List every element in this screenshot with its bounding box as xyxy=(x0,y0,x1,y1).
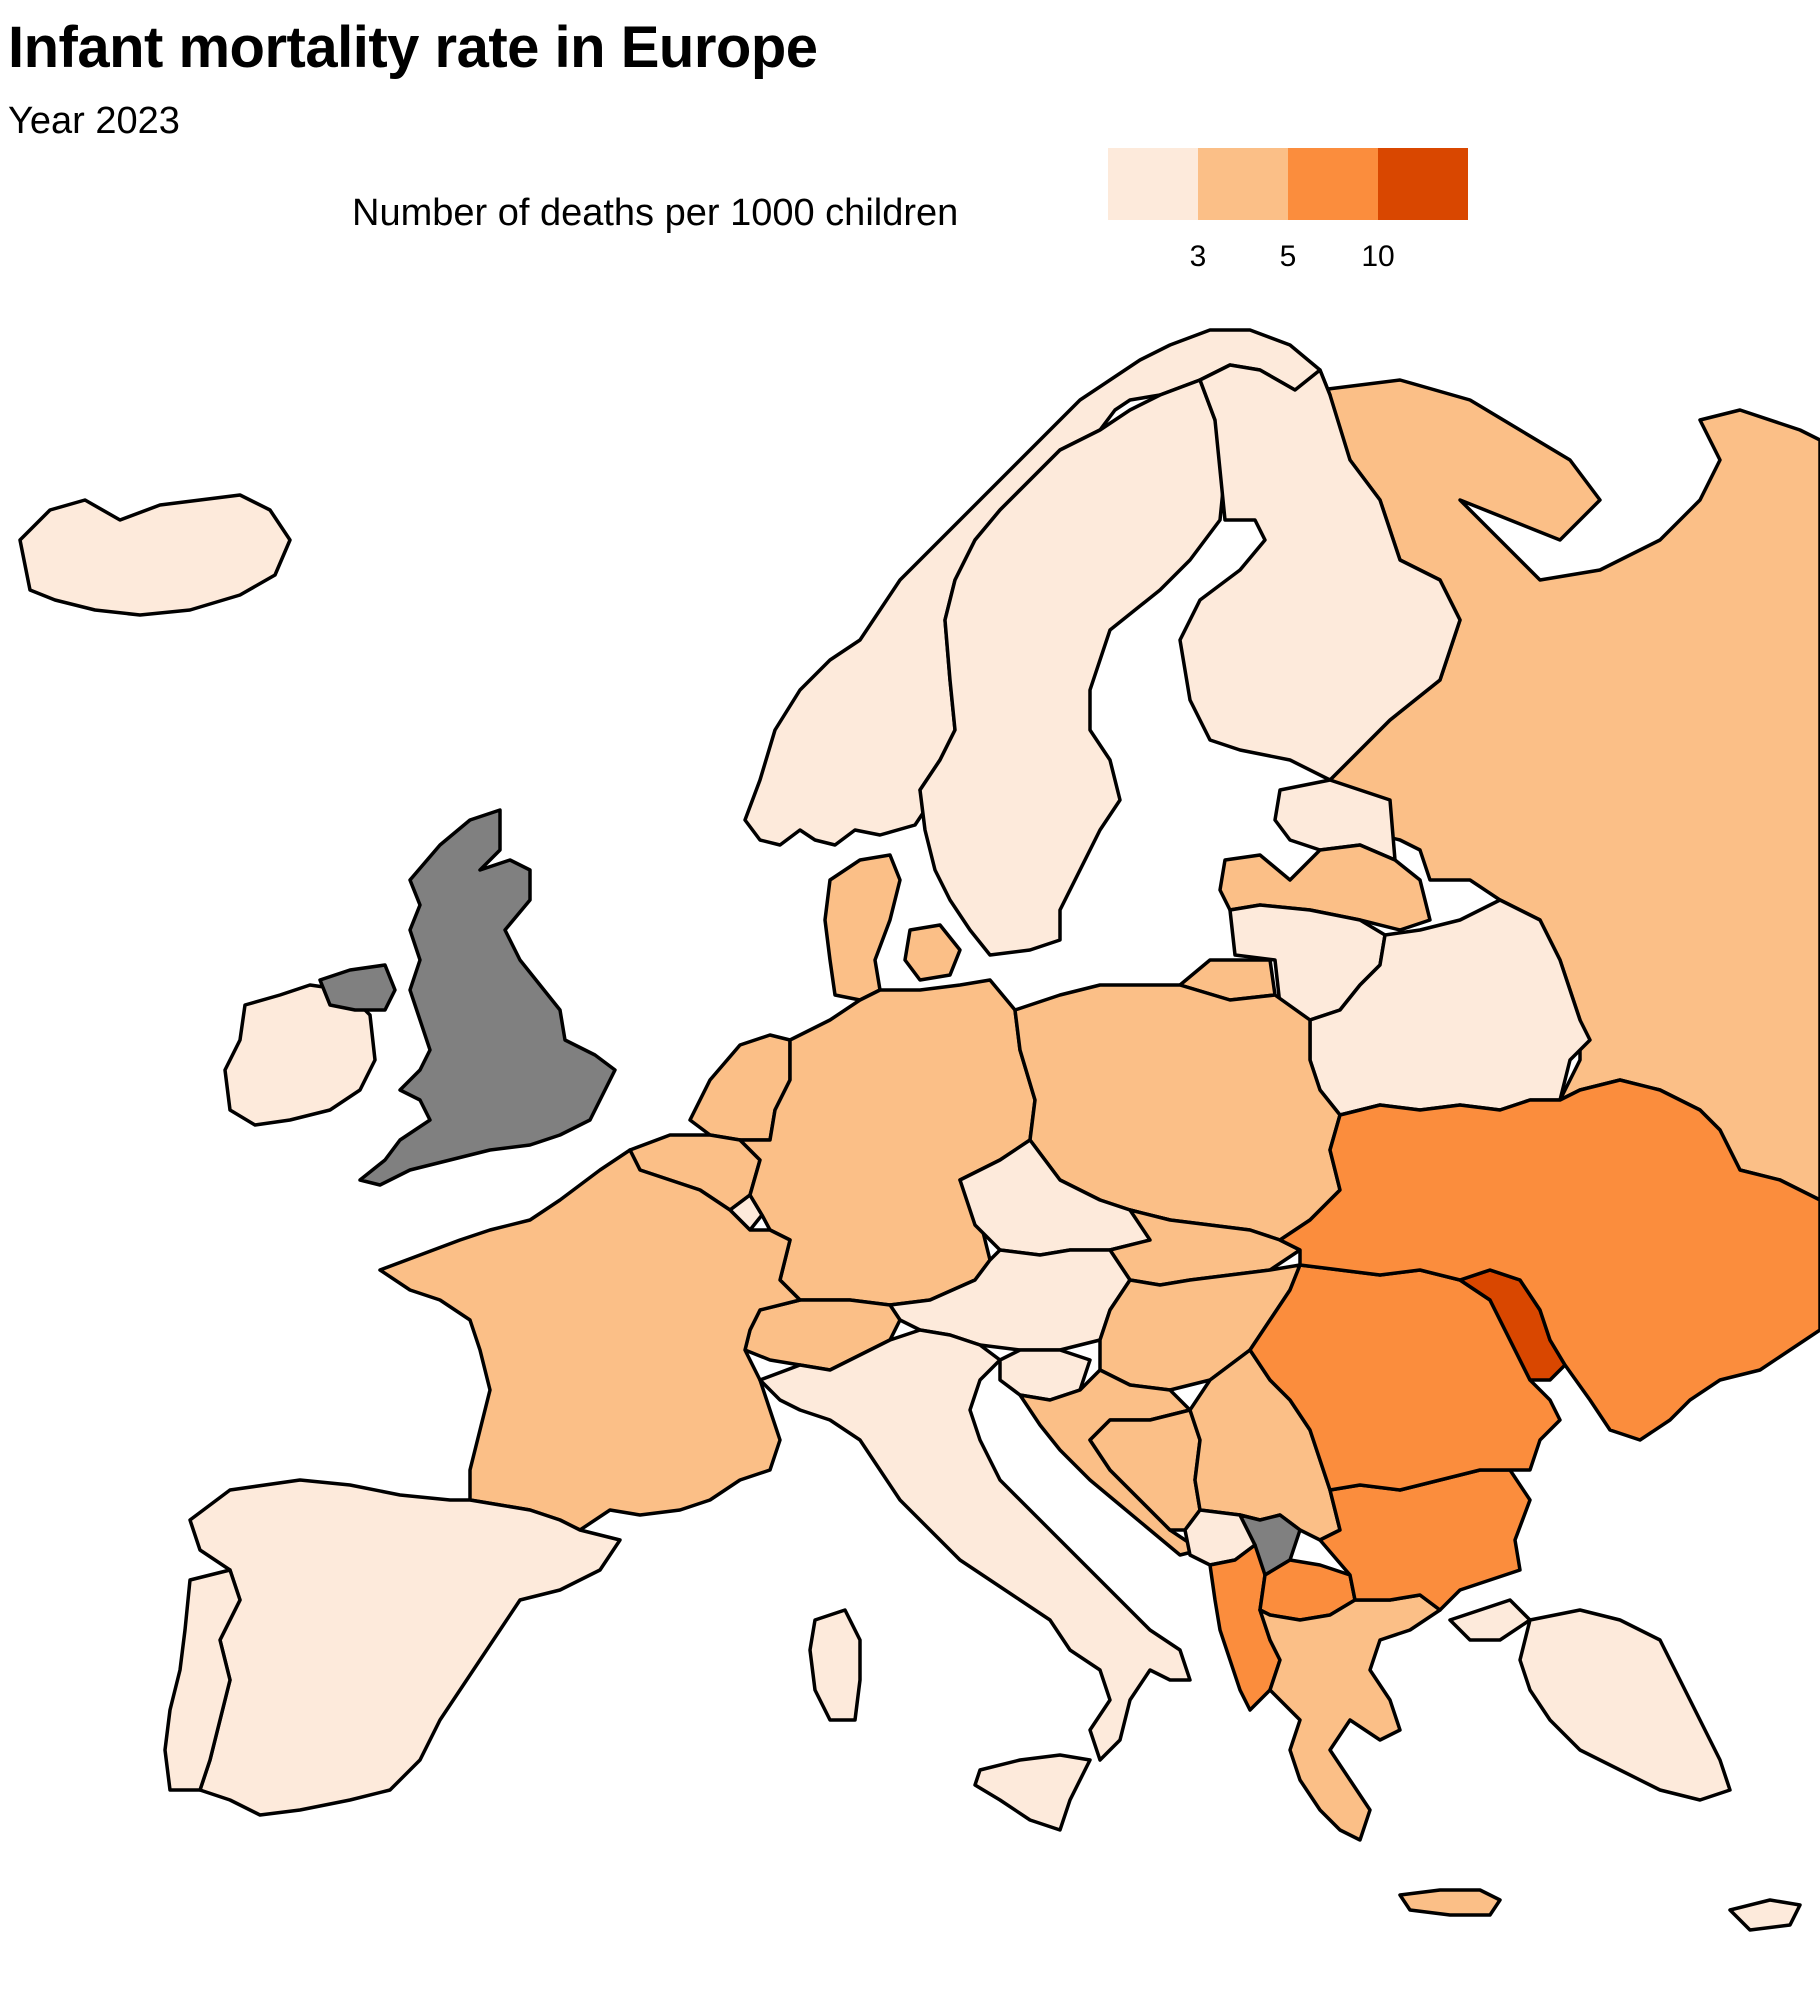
country-france[interactable] xyxy=(378,1148,802,1532)
legend-tick-1: 3 xyxy=(1189,240,1207,273)
country-portugal[interactable] xyxy=(163,1568,242,1792)
country-sweden[interactable] xyxy=(918,378,1227,957)
country-italy-sardinia[interactable] xyxy=(808,1608,862,1722)
legend-tick-3: 10 xyxy=(1361,240,1395,273)
country-italy-sicily[interactable] xyxy=(973,1753,1092,1832)
country-turkey[interactable] xyxy=(1448,1598,1532,1642)
map-title: Infant mortality rate in Europe xyxy=(8,15,818,80)
country-united-kingdom[interactable] xyxy=(358,808,617,1187)
country-ukraine[interactable] xyxy=(1278,1078,1820,1442)
country-denmark-zealand[interactable] xyxy=(903,923,962,982)
country-greece[interactable] xyxy=(1258,1593,1442,1842)
country-spain[interactable] xyxy=(188,1478,622,1817)
country-italy[interactable] xyxy=(758,1328,1192,1762)
map-subtitle: Year 2023 xyxy=(8,100,180,142)
legend-swatch-2 xyxy=(1198,148,1288,220)
country-greece-crete[interactable] xyxy=(1398,1888,1502,1917)
legend-swatch-1 xyxy=(1108,148,1198,220)
legend-title: Number of deaths per 1000 children xyxy=(352,192,959,234)
legend-swatch-3 xyxy=(1288,148,1378,220)
country-iceland[interactable] xyxy=(18,493,292,617)
legend-tick-2: 5 xyxy=(1279,240,1297,273)
country-united-kingdom-ni[interactable] xyxy=(318,963,397,1012)
country-ireland[interactable] xyxy=(223,983,377,1127)
country-cyprus[interactable] xyxy=(1728,1898,1802,1932)
country-bulgaria[interactable] xyxy=(1318,1468,1532,1612)
legend-swatch-4 xyxy=(1378,148,1468,220)
legend-color-bar xyxy=(1108,148,1468,220)
country-turkey-anatolia[interactable] xyxy=(1518,1608,1732,1802)
country-denmark[interactable] xyxy=(823,853,902,1002)
